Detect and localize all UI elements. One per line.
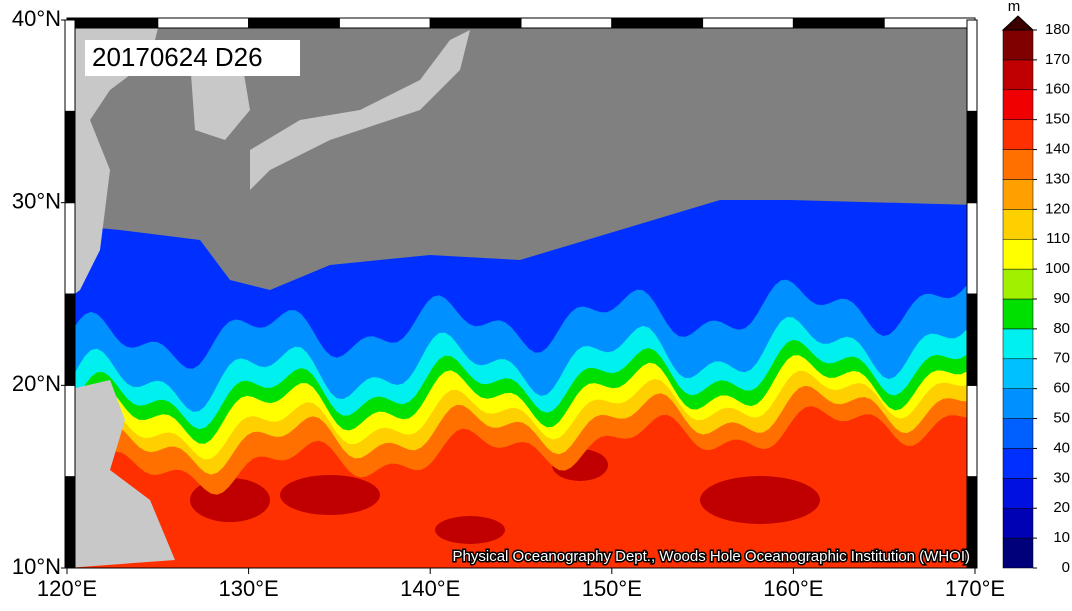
lon-tick-label: 130°E — [219, 576, 279, 601]
frame-segment — [64, 293, 76, 386]
colorbar-swatch — [1002, 358, 1034, 389]
frame-segment — [966, 384, 978, 478]
colorbar-tick-label: 10 — [1053, 529, 1070, 546]
frame-segment — [338, 17, 431, 29]
frame-segment — [966, 110, 978, 204]
colorbar-swatch — [1002, 298, 1034, 330]
colorbar-tick-label: 180 — [1045, 21, 1070, 38]
frame-segment — [966, 19, 978, 112]
colorbar-tick-label: 70 — [1053, 350, 1070, 367]
lat-tick-label: 10°N — [12, 554, 61, 579]
colorbar-swatch — [1002, 209, 1034, 240]
deep-patch — [435, 516, 505, 544]
land-light — [67, 20, 160, 300]
frame-segment — [157, 17, 250, 29]
colorbar-tick-label: 40 — [1053, 439, 1070, 456]
land-light — [67, 380, 175, 568]
colorbar-unit: m — [1008, 0, 1021, 15]
colorbar-tick-label: 0 — [1062, 559, 1070, 576]
lon-tick-label: 140°E — [400, 576, 460, 601]
colorbar-tick-label: 30 — [1053, 469, 1070, 486]
frame-segment — [520, 17, 613, 29]
colorbar-swatch — [1002, 448, 1034, 479]
colorbar-tick-label: 110 — [1046, 230, 1070, 247]
colorbar-tick-label: 130 — [1045, 170, 1070, 187]
frame-segment — [792, 17, 885, 29]
colorbar-tick-label: 140 — [1045, 141, 1070, 158]
colorbar-swatch — [1002, 149, 1034, 180]
frame-segment — [702, 17, 794, 29]
colorbar-tick-label: 170 — [1045, 51, 1070, 68]
lon-tick-label: 150°E — [582, 576, 642, 601]
credit: Physical Oceanography Dept., Woods Hole … — [453, 548, 970, 565]
frame-segment — [64, 202, 76, 295]
lat-tick-label: 30°N — [12, 188, 61, 213]
land-light — [250, 30, 470, 190]
frame-segment — [66, 17, 159, 29]
lat-tick-label: 40°N — [12, 6, 61, 31]
map-frame — [64, 17, 978, 569]
colorbar-top-triangle — [1001, 15, 1035, 31]
land — [67, 20, 975, 290]
deep-patch — [700, 476, 820, 524]
frame-segment — [64, 384, 76, 478]
frame-segment — [611, 17, 704, 29]
colorbar-tick-label: 50 — [1053, 410, 1070, 427]
colorbar-tick-label: 120 — [1045, 200, 1070, 217]
colorbar-swatch — [1002, 537, 1034, 569]
colorbar-swatch — [1002, 238, 1034, 270]
frame-segment — [429, 17, 522, 29]
colorbar-swatch — [1002, 388, 1034, 419]
colorbar-tick-label: 160 — [1045, 81, 1070, 98]
frame-segment — [966, 202, 978, 295]
map-field — [67, 20, 975, 568]
colorbar-tick-label: 80 — [1053, 320, 1070, 337]
colorbar-tick-label: 90 — [1053, 290, 1070, 307]
frame-segment — [966, 293, 978, 386]
colorbar-tick-label: 60 — [1053, 380, 1070, 397]
colorbar-swatch — [1002, 119, 1034, 150]
colorbar-swatch — [1002, 59, 1034, 91]
frame-segment — [248, 17, 340, 29]
frame-segment — [64, 476, 76, 569]
colorbar-swatch — [1002, 89, 1034, 120]
lon-tick-label: 160°E — [763, 576, 823, 601]
lat-tick-label: 20°N — [12, 371, 61, 396]
colorbar-swatch — [1002, 268, 1034, 300]
colorbar-swatch — [1002, 29, 1034, 61]
colorbar-tick-label: 20 — [1053, 499, 1070, 516]
lon-tick-label: 120°E — [37, 576, 97, 601]
date-label: 20170624 D26 — [92, 42, 263, 72]
colorbar-tick-label: 150 — [1045, 111, 1070, 128]
colorbar-swatch — [1002, 179, 1034, 210]
colorbar-swatch — [1002, 328, 1034, 360]
frame-segment — [883, 17, 976, 29]
frame-segment — [64, 19, 76, 112]
deep-patch — [280, 475, 380, 515]
lon-tick-label: 170°E — [945, 576, 1005, 601]
label-box — [85, 40, 300, 76]
colorbar-swatch — [1002, 478, 1034, 509]
colorbar-swatch — [1002, 418, 1034, 449]
colorbar-swatch — [1002, 507, 1034, 539]
colorbar-tick-label: 100 — [1045, 260, 1070, 277]
frame-segment — [64, 110, 76, 204]
